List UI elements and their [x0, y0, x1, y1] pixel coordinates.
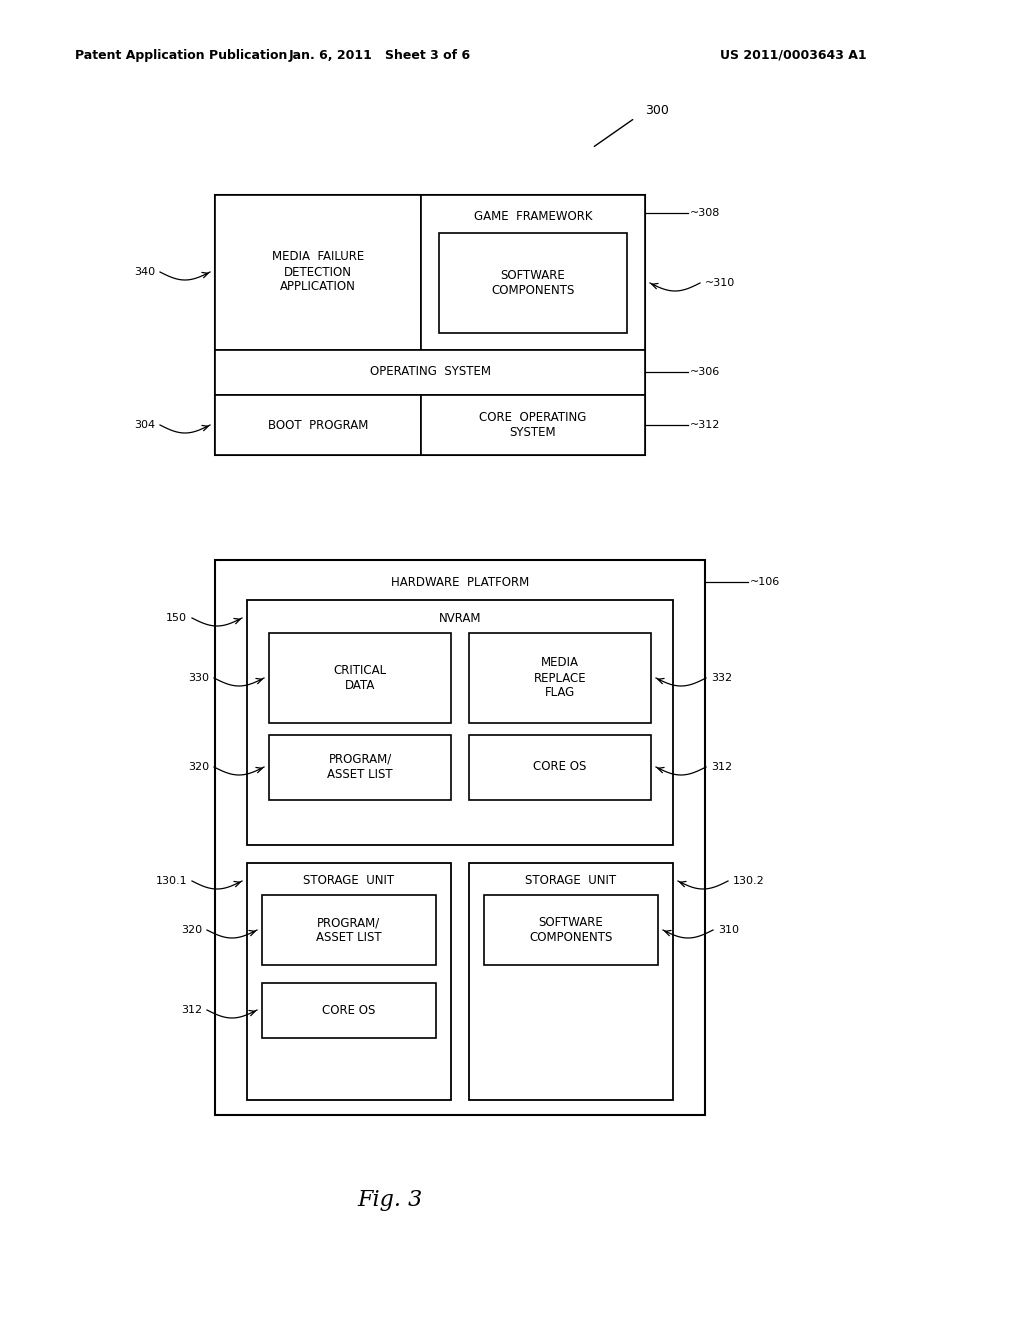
Text: SOFTWARE
COMPONENTS: SOFTWARE COMPONENTS	[492, 269, 574, 297]
Text: 320: 320	[181, 925, 202, 935]
Text: 330: 330	[188, 673, 209, 682]
Text: CORE OS: CORE OS	[323, 1003, 376, 1016]
Bar	[484, 895, 658, 965]
Bar	[269, 634, 451, 723]
Text: NVRAM: NVRAM	[438, 611, 481, 624]
Text: ~106: ~106	[750, 577, 780, 587]
Text: BOOT  PROGRAM: BOOT PROGRAM	[268, 418, 369, 432]
Bar	[469, 634, 651, 723]
Text: 340: 340	[134, 267, 155, 277]
Text: CORE  OPERATING
SYSTEM: CORE OPERATING SYSTEM	[479, 411, 587, 440]
Text: 130.1: 130.1	[156, 876, 187, 886]
Text: SOFTWARE
COMPONENTS: SOFTWARE COMPONENTS	[529, 916, 612, 944]
Bar	[247, 863, 451, 1100]
Bar	[215, 350, 645, 395]
Bar	[469, 735, 651, 800]
Bar	[247, 601, 673, 845]
Bar	[439, 234, 627, 333]
Text: PROGRAM/
ASSET LIST: PROGRAM/ ASSET LIST	[316, 916, 382, 944]
Text: ~306: ~306	[690, 367, 720, 378]
Text: 130.2: 130.2	[733, 876, 765, 886]
Bar	[215, 195, 421, 350]
Text: 332: 332	[711, 673, 732, 682]
Text: 310: 310	[718, 925, 739, 935]
Bar	[215, 195, 645, 455]
Text: GAME  FRAMEWORK: GAME FRAMEWORK	[474, 210, 592, 223]
Bar	[421, 195, 645, 350]
Text: STORAGE  UNIT: STORAGE UNIT	[525, 875, 616, 887]
Text: 304: 304	[134, 420, 155, 430]
Text: ~310: ~310	[705, 279, 735, 288]
Text: STORAGE  UNIT: STORAGE UNIT	[303, 875, 394, 887]
Text: ~308: ~308	[690, 209, 720, 218]
Text: 300: 300	[645, 103, 669, 116]
Bar	[269, 735, 451, 800]
Text: 150: 150	[166, 612, 187, 623]
Bar	[215, 560, 705, 1115]
Bar	[262, 983, 436, 1038]
Text: OPERATING  SYSTEM: OPERATING SYSTEM	[370, 366, 490, 379]
Text: CORE OS: CORE OS	[534, 760, 587, 774]
Text: MEDIA  FAILURE
DETECTION
APPLICATION: MEDIA FAILURE DETECTION APPLICATION	[272, 251, 365, 293]
Bar	[469, 863, 673, 1100]
Text: 312: 312	[711, 762, 732, 772]
Text: MEDIA
REPLACE
FLAG: MEDIA REPLACE FLAG	[534, 656, 587, 700]
Text: CRITICAL
DATA: CRITICAL DATA	[334, 664, 387, 692]
Text: 312: 312	[181, 1005, 202, 1015]
Text: US 2011/0003643 A1: US 2011/0003643 A1	[720, 49, 866, 62]
Text: PROGRAM/
ASSET LIST: PROGRAM/ ASSET LIST	[328, 752, 393, 781]
Text: Fig. 3: Fig. 3	[357, 1189, 423, 1210]
Bar	[215, 395, 421, 455]
Text: 320: 320	[187, 762, 209, 772]
Bar	[421, 395, 645, 455]
Bar	[262, 895, 436, 965]
Text: Jan. 6, 2011   Sheet 3 of 6: Jan. 6, 2011 Sheet 3 of 6	[289, 49, 471, 62]
Text: Patent Application Publication: Patent Application Publication	[75, 49, 288, 62]
Text: ~312: ~312	[690, 420, 720, 430]
Text: HARDWARE  PLATFORM: HARDWARE PLATFORM	[391, 576, 529, 589]
